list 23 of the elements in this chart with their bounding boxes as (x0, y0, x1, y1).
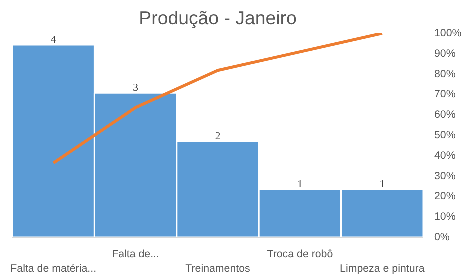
y2-tick-label: 50% (434, 130, 456, 142)
y2-tick-label: 60% (434, 109, 456, 122)
y2-tick-label: 80% (434, 68, 456, 80)
x-tick-label: Falta de matéria... (10, 262, 97, 275)
y2-tick-label: 70% (434, 88, 456, 101)
x-tick-label: Falta de... (112, 248, 160, 260)
line-series (52, 34, 384, 165)
y2-tick-label: 0% (434, 232, 450, 244)
y2-tick-label: 30% (434, 170, 456, 182)
y2-tick-label: 90% (434, 48, 456, 60)
x-tick-label: Limpeza e pintura (340, 262, 425, 275)
data-label: 1 (380, 179, 386, 190)
chart-title: Produção - Janeiro (139, 8, 297, 28)
data-label: 2 (215, 131, 221, 142)
data-label: 4 (50, 35, 57, 46)
data-label: 3 (133, 83, 138, 94)
y2-tick-label: 10% (434, 211, 456, 224)
y2-tick-label: 100% (434, 28, 462, 40)
x-tick-label: Treinamentos (186, 262, 250, 275)
y2-tick-label: 20% (434, 190, 456, 203)
data-label: 1 (298, 179, 303, 190)
y2-tick-label: 40% (434, 150, 456, 162)
x-tick-label: Troca de robô (267, 248, 334, 260)
